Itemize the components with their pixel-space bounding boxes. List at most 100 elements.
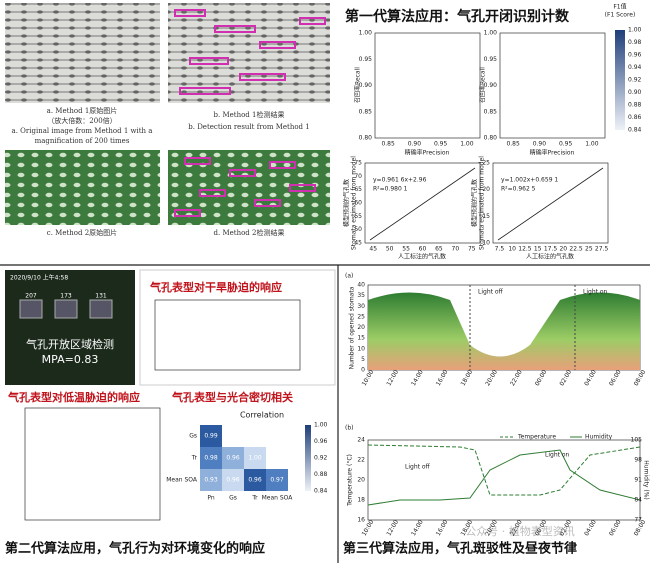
x-tick-label: 0.95	[434, 141, 448, 148]
annotation: Light on	[545, 452, 570, 459]
x-tick-label: 0.95	[559, 141, 573, 148]
row-label: Gs	[189, 433, 197, 440]
axes	[367, 439, 641, 521]
x-tick-label: 0.90	[408, 141, 422, 148]
detection-boxes	[174, 157, 316, 217]
fit-line	[497, 167, 604, 241]
panel-2: 2020/9/10 上午4:58 207 173 131 气孔开放区域检测 MP…	[5, 269, 336, 557]
x-tick-label: 04:00	[583, 369, 598, 388]
axes	[374, 32, 481, 139]
y-tick-label: 0.90	[484, 82, 498, 89]
y-tick-label: 1.00	[484, 30, 498, 37]
caption: a. Method 1原始图片	[47, 106, 118, 115]
x-tick-label: 12:00	[385, 519, 400, 538]
x-tick-label: 16:00	[435, 369, 450, 388]
x-axis-label: 精确率Precision	[405, 149, 450, 157]
y-tick-label: 15	[482, 213, 490, 220]
x-tick-label: 75	[468, 246, 476, 253]
y-tick-label: 25	[482, 160, 490, 167]
axes	[364, 162, 481, 244]
panel-caption: 第三代算法应用，气孔斑驳性及昼夜节律	[343, 541, 577, 557]
y-tick-label: 0.95	[484, 56, 498, 63]
x-tick-label: 50	[386, 246, 394, 253]
label: 173	[60, 293, 72, 300]
photo	[5, 270, 135, 385]
colorbar-tick: 0.84	[628, 127, 642, 134]
y-axis-label: 召回率Recall	[479, 67, 487, 103]
label: 131	[95, 293, 107, 300]
x-tick-label: 06:00	[608, 519, 623, 538]
caption: d. Method 2检测结果	[214, 228, 285, 237]
boxplot-panel	[139, 269, 336, 386]
cell-label: 0.97	[270, 477, 284, 484]
annotation: Light off	[478, 289, 504, 296]
heatmap-title: Correlation	[240, 411, 284, 420]
y-axis-label: Stomata estimated from model	[351, 156, 358, 250]
x-axis-label: 人工标注的气孔数	[526, 253, 574, 261]
heatmap-cell	[244, 447, 266, 469]
y-axis-label: Temperature (°C)	[347, 454, 354, 507]
x-tick-label: 7.5	[495, 246, 505, 253]
panel-title: 气孔表型与光合密切相关	[171, 390, 293, 404]
x-tick-label: 0.90	[533, 141, 547, 148]
y2-tick-label: 84	[634, 497, 642, 504]
area-illustration	[368, 292, 640, 370]
colorbar-title: F1值	[613, 3, 626, 11]
y2-tick-label: 98	[634, 457, 642, 464]
x-tick-label: 22:00	[509, 369, 524, 388]
y2-axis-label: Humidity (%)	[643, 460, 650, 500]
y-axis-label: Stomata estimated from model	[479, 156, 486, 250]
x-tick-label: 65	[435, 246, 443, 253]
colorbar-tick: 1.00	[628, 27, 642, 34]
panel-title: 第一代算法应用：气孔开闭识别计数	[345, 8, 570, 25]
timestamp: 2020/9/10 上午4:58	[10, 274, 68, 282]
x-tick-label: 45	[369, 246, 377, 253]
y-tick-label: 35	[357, 292, 365, 299]
caption: c. Method 2原始图片	[47, 228, 117, 237]
photo	[168, 150, 330, 225]
y-tick-label: 24	[357, 437, 365, 444]
x-tick-label: 06:00	[608, 369, 623, 388]
detection-boxes	[174, 9, 326, 95]
caption: a. Original image from Method 1 with a	[12, 127, 153, 135]
y-tick-label: 20	[357, 477, 365, 484]
y-tick-label: 20	[482, 186, 490, 193]
cell-label: 0.99	[204, 433, 218, 440]
colorbar-title: (F1 Score)	[605, 12, 636, 19]
y-tick-label: 30	[357, 303, 365, 310]
y-tick-label: 0.90	[359, 82, 373, 89]
x-tick-label: 60	[419, 246, 427, 253]
scale-tick: 1.00	[314, 422, 328, 429]
heatmap-cell	[222, 469, 244, 491]
cell-label: 1.00	[248, 455, 262, 462]
cell-label: 0.96	[248, 477, 262, 484]
scale-tick: 0.96	[314, 438, 328, 445]
scale-tick: 0.92	[314, 455, 328, 462]
panel-title: 气孔表型对干旱胁迫的响应	[149, 280, 282, 294]
photo	[5, 150, 160, 225]
y-tick-label: 75	[354, 160, 362, 167]
y-tick-label: 40	[357, 282, 365, 289]
y2-tick-label: 91	[634, 477, 642, 484]
y-tick-label: 22	[357, 457, 365, 464]
y-tick-label: 10	[482, 240, 490, 247]
axes	[492, 162, 609, 244]
y-tick-label: 50	[354, 226, 362, 233]
col-label: Tr	[251, 495, 258, 502]
x-tick-label: 0.85	[506, 141, 520, 148]
x-tick-label: 08:00	[633, 369, 648, 388]
box	[89, 299, 113, 319]
annotation: Light on	[583, 289, 608, 296]
y-tick-label: 0.95	[359, 56, 373, 63]
cell-label: 0.98	[204, 455, 218, 462]
watermark: 公众号 · 植物表型资讯	[465, 524, 575, 538]
x-tick-label: 70	[452, 246, 460, 253]
axes	[154, 299, 301, 371]
photo	[168, 3, 330, 103]
y-tick-label: 55	[354, 213, 362, 220]
x-tick-label: 04:00	[583, 519, 598, 538]
axes	[24, 407, 161, 521]
x-tick-label: 12.5	[518, 246, 532, 253]
colorbar-tick: 0.96	[628, 52, 642, 59]
